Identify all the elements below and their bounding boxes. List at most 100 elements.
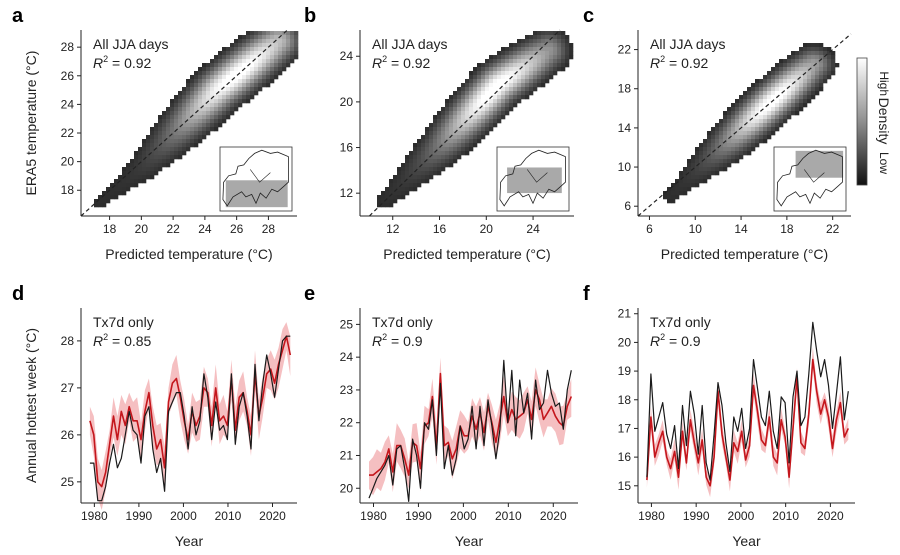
density-cell [166, 131, 171, 136]
density-cell [433, 151, 438, 156]
density-cell [703, 179, 708, 184]
density-cell [739, 99, 744, 104]
density-cell [719, 119, 724, 124]
density-cell [811, 83, 816, 88]
density-cell [262, 79, 267, 84]
density-cell [545, 67, 550, 72]
density-cell [445, 123, 450, 128]
density-cell [425, 155, 430, 160]
density-cell [262, 39, 267, 44]
density-cell [719, 135, 724, 140]
density-cell [735, 115, 740, 120]
density-cell [711, 163, 716, 168]
density-cell [449, 131, 454, 136]
density-cell [675, 187, 680, 192]
density-cell [799, 79, 804, 84]
density-cell [537, 43, 542, 48]
density-cell [461, 115, 466, 120]
density-cell [683, 179, 688, 184]
density-cell [238, 75, 243, 80]
density-cell [441, 135, 446, 140]
density-cell [485, 103, 490, 108]
density-cell [250, 39, 255, 44]
density-cell [545, 79, 550, 84]
density-cell [250, 59, 255, 64]
density-cell [234, 43, 239, 48]
inset-map [219, 146, 293, 212]
density-cell [743, 131, 748, 136]
density-cell [162, 139, 167, 144]
density-cell [174, 139, 179, 144]
density-cell [779, 91, 784, 96]
density-cell [262, 63, 267, 68]
density-cell [477, 103, 482, 108]
density-cell [218, 107, 223, 112]
density-cell [222, 119, 227, 124]
density-cell [489, 79, 494, 84]
density-cell [505, 111, 510, 116]
density-cell [234, 91, 239, 96]
density-cell [731, 155, 736, 160]
density-cell [238, 95, 243, 100]
density-cell [711, 127, 716, 132]
density-cell [509, 55, 514, 60]
density-cell [727, 139, 732, 144]
density-cell [719, 167, 724, 172]
density-cell [190, 139, 195, 144]
density-cell [174, 111, 179, 116]
density-cell [485, 123, 490, 128]
density-cell [457, 155, 462, 160]
density-cell [795, 91, 800, 96]
density-cell [489, 91, 494, 96]
density-cell [449, 147, 454, 152]
density-cell [763, 115, 768, 120]
density-cell [513, 67, 518, 72]
density-cell [202, 87, 207, 92]
density-cell [274, 55, 279, 60]
density-cell [747, 135, 752, 140]
density-cell [803, 91, 808, 96]
density-cell [110, 191, 115, 196]
density-cell [739, 143, 744, 148]
density-cell [727, 119, 732, 124]
density-cell [751, 107, 756, 112]
density-cell [779, 99, 784, 104]
density-cell [429, 127, 434, 132]
density-cell [819, 79, 824, 84]
annotation-r2: R2 = 0.9 [650, 332, 701, 349]
density-cell [751, 119, 756, 124]
density-cell [695, 155, 700, 160]
density-cell [202, 71, 207, 76]
density-cell [433, 139, 438, 144]
density-cell [751, 103, 756, 108]
density-cell [246, 95, 251, 100]
density-cell [198, 115, 203, 120]
density-cell [222, 91, 227, 96]
density-cell [102, 203, 107, 208]
density-cell [819, 63, 824, 68]
density-cell [771, 107, 776, 112]
x-axis-title: Year [175, 533, 204, 549]
density-cell [126, 187, 131, 192]
density-cell [731, 147, 736, 152]
density-cell [759, 139, 764, 144]
density-cell [807, 75, 812, 80]
density-cell [569, 55, 574, 60]
panel-f: 1980 1990 2000 2010 202015161718192021YearfT… [583, 283, 855, 549]
density-cell [122, 187, 127, 192]
density-cell [238, 39, 243, 44]
density-cell [477, 111, 482, 116]
density-cell [150, 135, 155, 140]
density-cell [469, 119, 474, 124]
density-cell [473, 119, 478, 124]
density-cell [182, 107, 187, 112]
density-cell [457, 119, 462, 124]
density-cell [198, 95, 203, 100]
density-cell [529, 83, 534, 88]
density-cell [477, 131, 482, 136]
density-cell [715, 135, 720, 140]
density-cell [493, 111, 498, 116]
density-cell [751, 123, 756, 128]
density-cell [687, 159, 692, 164]
